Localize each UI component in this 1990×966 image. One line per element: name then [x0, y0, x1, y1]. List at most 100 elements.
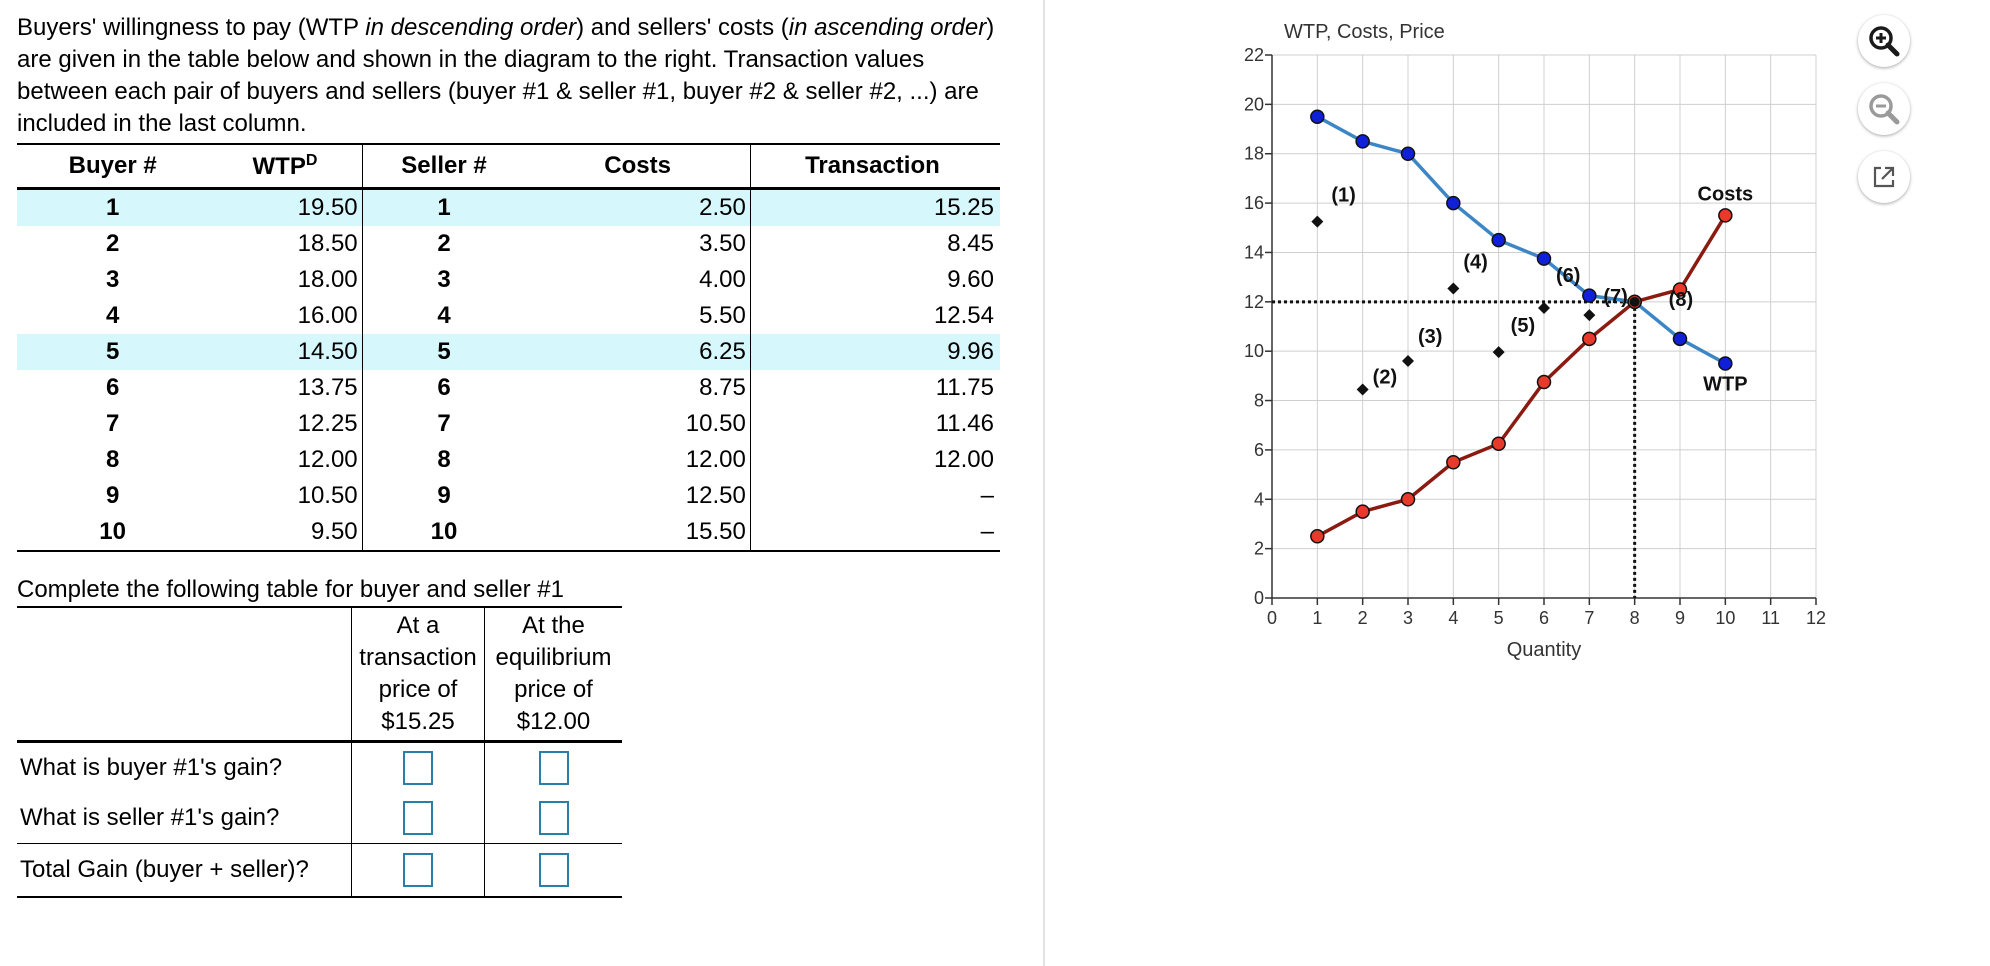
total-gain-cell-transaction: [351, 843, 485, 897]
wtp-cell: 18.00: [208, 262, 363, 298]
seller-number-cell: 3: [437, 266, 451, 293]
cost-point: [1491, 436, 1506, 451]
wtp-point: [1582, 288, 1597, 303]
buyer-gain-transaction-input[interactable]: [403, 751, 433, 785]
table-row: 5 14.50 5 6.25 9.96: [17, 334, 1000, 370]
header-wtp-label: WTP: [252, 152, 306, 180]
buyer-number-cell: 7: [105, 410, 120, 437]
costs-annotation: Costs: [1698, 184, 1754, 206]
costs-line: [1316, 214, 1727, 538]
transaction-label: (3): [1418, 326, 1442, 348]
wtp-point: [1355, 134, 1370, 149]
x-tick-label: 10: [1715, 608, 1735, 628]
zoom-out-icon: [1869, 94, 1900, 125]
cost-point: [1672, 282, 1688, 297]
cost-point: [1718, 208, 1733, 223]
table-row: 6 13.75 6 8.75 11.75: [17, 370, 1000, 406]
x-tick-label: 11: [1761, 608, 1780, 628]
y-tick-label: 14: [1244, 242, 1264, 262]
col1-line: $15.25: [381, 708, 455, 735]
question-title: Complete the following table for buyer a…: [17, 576, 564, 603]
zoom-out-button[interactable]: [1858, 83, 1910, 135]
seller-gain-equilibrium-input[interactable]: [538, 801, 569, 835]
y-tick-label: 4: [1254, 489, 1264, 509]
intro-emphasis-1: in descending order: [365, 14, 577, 41]
transaction-cell: 9.96: [947, 338, 994, 365]
popout-icon: [1873, 166, 1895, 188]
total-gain-transaction-input[interactable]: [403, 853, 433, 887]
col1-line: transaction: [359, 644, 477, 671]
seller-gain-transaction-input[interactable]: [403, 801, 433, 835]
transaction-point: [1356, 383, 1369, 396]
wtp-cell: 13.75: [208, 370, 363, 406]
seller-gain-row: What is seller #1's gain?: [17, 793, 622, 844]
wtp-point: [1310, 109, 1325, 124]
buyer-number-cell: 9: [105, 482, 120, 509]
y-axis-title: WTP, Costs, Price: [1284, 21, 1445, 43]
transaction-point: [1311, 215, 1324, 228]
transaction-point: [1402, 355, 1414, 368]
table-row: 10 9.50 10 15.50 –: [17, 514, 1000, 551]
equilibrium-point: [1629, 296, 1640, 307]
y-tick-label: 16: [1244, 193, 1264, 213]
seller-number-cell: 6: [437, 374, 451, 401]
seller-number-cell: 8: [437, 446, 451, 473]
x-tick-label: 1: [1312, 608, 1322, 628]
zoom-in-button[interactable]: [1858, 15, 1910, 67]
seller-number-cell: 5: [437, 338, 451, 365]
transaction-cell: 9.60: [947, 266, 994, 293]
transaction-cell: 11.75: [935, 374, 994, 401]
table-header-row: Buyer # WTPD Seller # Costs Transaction: [17, 144, 1000, 189]
cost-cell: 2.50: [525, 188, 751, 226]
y-tick-label: 2: [1254, 539, 1264, 559]
popout-button[interactable]: [1858, 151, 1910, 203]
buyer-number-cell: 4: [105, 302, 120, 329]
transaction-point: [1447, 282, 1460, 295]
header-transaction: Transaction: [805, 152, 940, 179]
intro-part2: ) and sellers' costs (: [576, 14, 789, 41]
cost-point: [1355, 504, 1370, 519]
buyer-gain-equilibrium-input[interactable]: [538, 751, 569, 785]
transaction-label: (5): [1511, 315, 1535, 337]
buyer-number-cell: 5: [105, 338, 120, 365]
col2-line: price of: [514, 676, 593, 703]
transaction-label: (8): [1669, 289, 1693, 311]
intro-part1: Buyers' willingness to pay (WTP: [17, 14, 366, 41]
intro-part3: ) are given in the table below and shown…: [17, 14, 995, 137]
x-tick-label: 6: [1539, 608, 1549, 628]
transaction-cell: 12.54: [933, 302, 994, 329]
header-costs: Costs: [525, 144, 751, 189]
total-gain-row: Total Gain (buyer + seller)?: [17, 843, 622, 897]
wtp-cell: 19.50: [208, 188, 363, 226]
y-tick-label: 12: [1244, 292, 1264, 312]
total-gain-label: Total Gain (buyer + seller)?: [17, 843, 352, 897]
wtp-cell: 16.00: [208, 298, 363, 334]
wtp-cell: 12.25: [208, 406, 363, 442]
buyer-gain-row: What is buyer #1's gain?: [17, 741, 622, 793]
problem-panel: Buyers' willingness to pay (WTP in desce…: [17, 12, 1017, 140]
x-tick-label: 4: [1448, 608, 1458, 628]
seller-number-cell: 7: [437, 410, 451, 437]
header-wtp-superscript: D: [305, 151, 318, 169]
transaction-label: (4): [1463, 251, 1487, 273]
intro-text: Buyers' willingness to pay (WTP in desce…: [17, 12, 1017, 140]
panel-divider: [1043, 0, 1045, 966]
header-seller: Seller #: [401, 152, 487, 179]
cost-cell: 6.25: [525, 334, 751, 370]
x-tick-label: 0: [1267, 608, 1277, 628]
wtp-cell: 12.00: [208, 442, 363, 478]
transaction-cell: 11.46: [935, 410, 994, 437]
seller-number-cell: 4: [437, 302, 451, 329]
x-tick-label: 2: [1358, 608, 1368, 628]
total-gain-equilibrium-input[interactable]: [538, 853, 569, 887]
x-tick-label: 7: [1584, 608, 1594, 628]
cost-point: [1536, 374, 1552, 390]
col1-line: price of: [378, 676, 458, 703]
buyer-number-cell: 8: [105, 446, 120, 473]
transaction-label: (1): [1331, 185, 1355, 207]
wtp-point: [1491, 232, 1506, 248]
buyer-number-cell: 3: [105, 266, 120, 293]
table-row: 8 12.00 8 12.00 12.00: [17, 442, 1000, 478]
transaction-cell: –: [980, 482, 994, 509]
